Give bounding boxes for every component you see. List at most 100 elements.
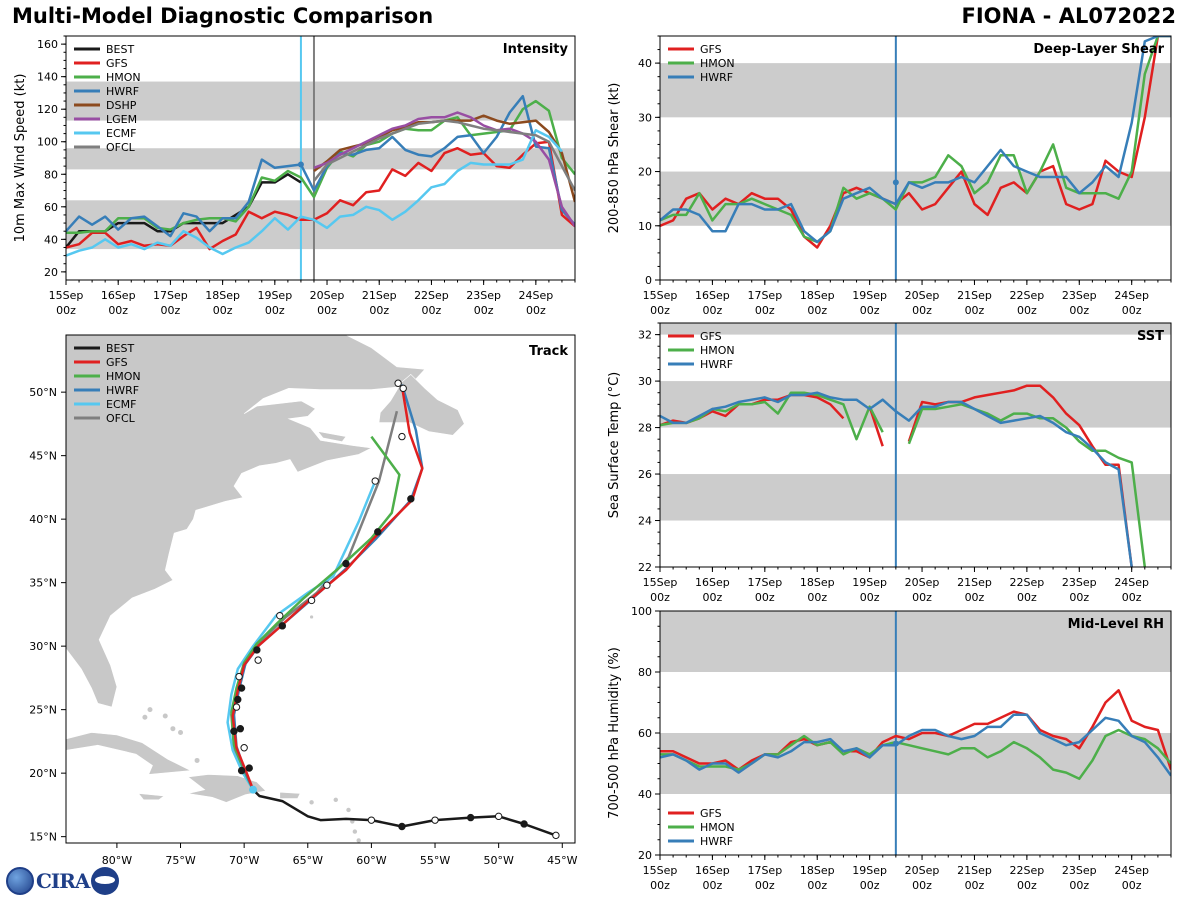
puerto-rico-land <box>279 791 301 799</box>
globe-icon <box>6 867 34 895</box>
sst-xtick-label: 18Sep <box>800 576 835 589</box>
intensity-xtick-sublabel: 00z <box>108 304 128 317</box>
shear-series-group <box>660 36 1171 249</box>
track-position-marker <box>374 528 382 536</box>
sst-ytick-label: 24 <box>638 515 652 528</box>
track-legend-label: HMON <box>106 370 141 383</box>
shear-xtick-label: 16Sep <box>695 289 730 302</box>
track-line-hmon <box>230 435 401 791</box>
sst-series-group <box>660 384 1147 567</box>
bahamas-island <box>170 726 176 732</box>
rh-legend-label: HWRF <box>700 835 733 848</box>
shear-xtick-label: 22Sep <box>1010 289 1045 302</box>
shear-xtick-label: 24Sep <box>1114 289 1149 302</box>
north-america-land <box>66 335 426 708</box>
shear-panel-title: Deep-Layer Shear <box>1033 42 1164 57</box>
shear-ytick-label: 20 <box>638 166 652 179</box>
sst-xtick-sublabel: 00z <box>1017 591 1037 604</box>
intensity-series-hwrf <box>66 94 575 238</box>
track-position-marker <box>307 596 316 605</box>
intensity-ytick-label: 80 <box>44 168 58 181</box>
track-ytick-label: 35°N <box>29 577 57 590</box>
rh-xtick-label: 24Sep <box>1114 864 1149 877</box>
sst-band <box>660 474 1171 521</box>
shear-xtick-label: 20Sep <box>905 289 940 302</box>
sst-ytick-label: 26 <box>638 468 652 481</box>
track-position-marker <box>398 432 406 441</box>
antilles-island <box>356 838 361 843</box>
track-position-marker <box>278 622 287 630</box>
shear-legend-label: GFS <box>700 43 722 56</box>
sst-xtick-label: 19Sep <box>852 576 887 589</box>
shear-xtick-sublabel: 00z <box>860 304 880 317</box>
rh-xtick-label: 21Sep <box>957 864 992 877</box>
track-xtick-label: 45°W <box>547 854 577 867</box>
intensity-ylabel: 10m Max Wind Speed (kt) <box>13 74 28 243</box>
track-position-marker <box>245 764 253 772</box>
shear-ytick-label: 40 <box>638 57 652 70</box>
intensity-ytick-label: 140 <box>37 71 58 84</box>
rh-ytick-label: 80 <box>638 666 652 679</box>
rh-band <box>660 611 1171 672</box>
track-frame <box>65 334 576 844</box>
intensity-band <box>66 148 575 170</box>
shear-ylabel: 200-850 hPa Shear (kt) <box>607 83 622 234</box>
intensity-panel-title: Intensity <box>503 42 569 57</box>
sst-xtick-label: 23Sep <box>1062 576 1097 589</box>
rh-xtick-sublabel: 00z <box>965 879 985 892</box>
intensity-init-marker <box>297 161 304 168</box>
shear-legend-label: HMON <box>700 57 735 70</box>
sst-xtick-sublabel: 00z <box>807 591 827 604</box>
shear-init-marker <box>892 179 899 186</box>
sst-xtick-label: 20Sep <box>905 576 940 589</box>
cira-logo: CIRA <box>6 866 120 896</box>
rh-init-marker <box>892 740 899 747</box>
intensity-xtick-label: 24Sep <box>518 289 553 302</box>
sst-ylabel: Sea Surface Temp (°C) <box>607 372 622 519</box>
antilles-island <box>352 829 358 834</box>
track-xtick-label: 65°W <box>293 854 323 867</box>
intensity-ytick-label: 100 <box>37 136 58 149</box>
sst-xtick-sublabel: 00z <box>755 591 775 604</box>
rh-xtick-sublabel: 00z <box>755 879 775 892</box>
storm-id-title: FIONA - AL072022 <box>961 4 1176 28</box>
sst-legend-label: HWRF <box>700 358 733 371</box>
intensity-legend-label: BEST <box>106 43 134 56</box>
track-panel-title: Track <box>529 344 568 359</box>
rh-xtick-sublabel: 00z <box>912 879 932 892</box>
rh-xtick-sublabel: 00z <box>1122 879 1142 892</box>
intensity-xtick-label: 23Sep <box>466 289 501 302</box>
shear-xtick-sublabel: 00z <box>807 304 827 317</box>
rh-xtick-sublabel: 00z <box>860 879 880 892</box>
sst-xtick-sublabel: 00z <box>1122 591 1142 604</box>
shear-series-gfs <box>660 36 1171 249</box>
intensity-xtick-sublabel: 00z <box>526 304 546 317</box>
rh-xtick-label: 19Sep <box>852 864 887 877</box>
track-legend-label: OFCL <box>106 412 136 425</box>
shear-xtick-sublabel: 00z <box>1122 304 1142 317</box>
shear-ytick-label: 30 <box>638 111 652 124</box>
track-init-marker <box>249 785 258 794</box>
shear-ytick-label: 10 <box>638 220 652 233</box>
track-legend-label: HWRF <box>106 384 139 397</box>
shear-series-hwrf <box>660 36 1171 244</box>
antilles-island <box>346 807 351 813</box>
intensity-xtick-label: 19Sep <box>257 289 292 302</box>
rh-xtick-sublabel: 00z <box>807 879 827 892</box>
shear-xtick-sublabel: 00z <box>755 304 775 317</box>
rh-xtick-label: 17Sep <box>747 864 782 877</box>
intensity-series-group <box>66 94 575 257</box>
shear-xtick-sublabel: 00z <box>912 304 932 317</box>
logo-wordmark: CIRA <box>36 869 90 893</box>
sst-series-hwrf <box>660 391 1133 567</box>
intensity-ytick-label: 60 <box>44 201 58 214</box>
rh-xtick-label: 15Sep <box>643 864 678 877</box>
rh-ylabel: 700-500 hPa Humidity (%) <box>607 647 622 819</box>
intensity-ytick-label: 40 <box>44 233 58 246</box>
shear-xtick-sublabel: 00z <box>703 304 723 317</box>
sst-ytick-label: 30 <box>638 375 652 388</box>
bahamas-island <box>147 707 153 713</box>
bahamas-island <box>178 730 184 736</box>
sst-xtick-label: 22Sep <box>1010 576 1045 589</box>
